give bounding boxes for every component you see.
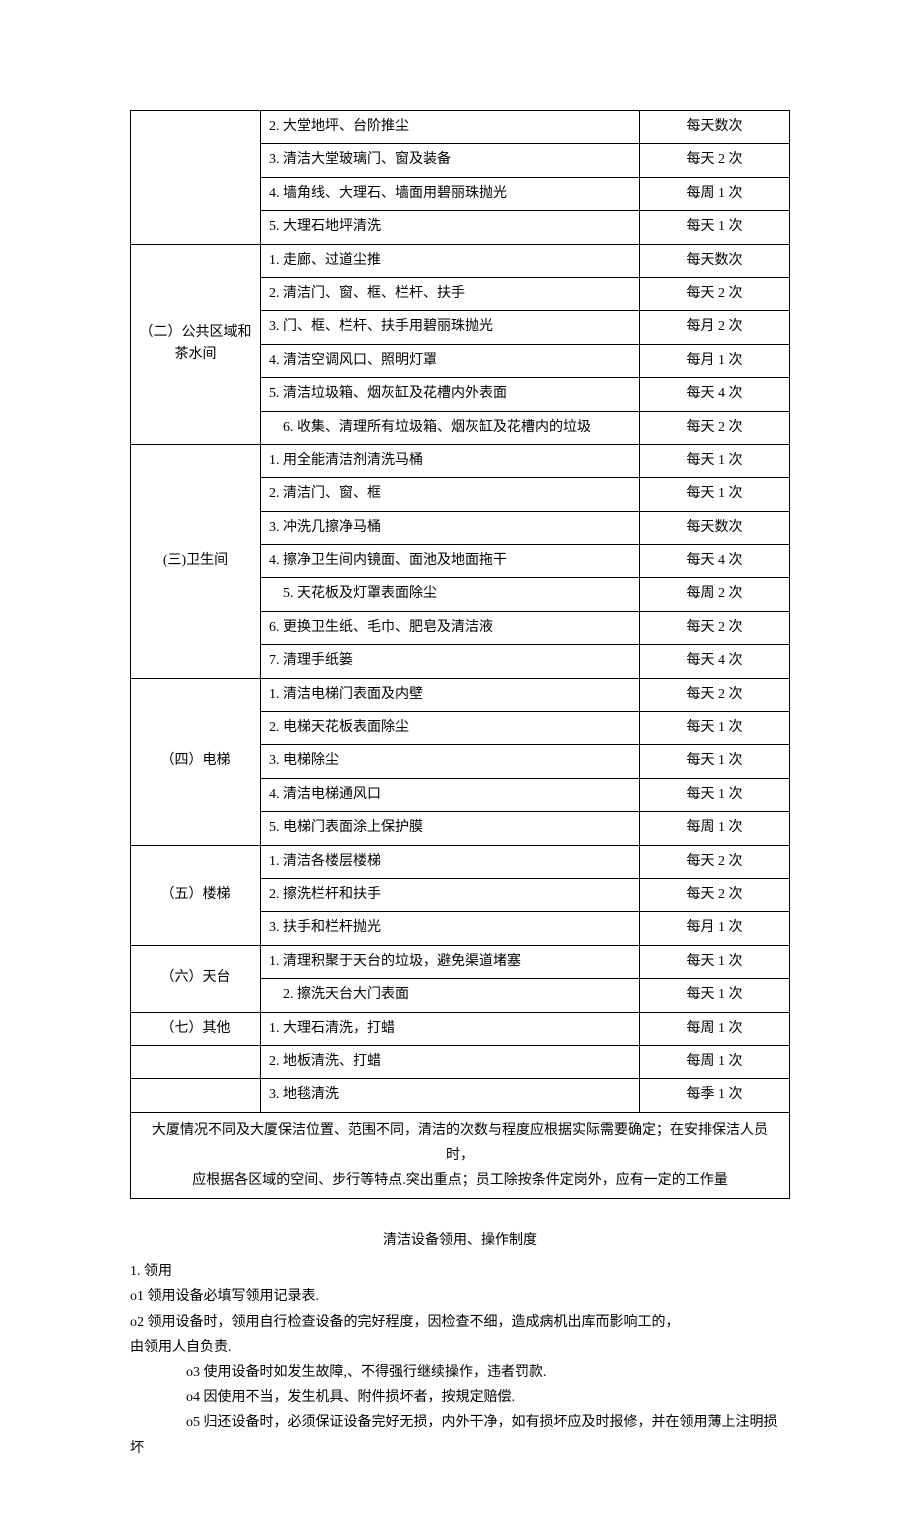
- freq-cell: 每天数次: [640, 111, 790, 144]
- section-label: （四）电梯: [131, 678, 261, 845]
- freq-cell: 每天 1 次: [640, 979, 790, 1012]
- freq-cell: 每天 2 次: [640, 144, 790, 177]
- freq-cell: 每天 2 次: [640, 411, 790, 444]
- table-footer-cell: 大厦情况不同及大厦保洁位置、范围不同，清洁的次数与程度应根据实际需要确定；在安排…: [131, 1112, 790, 1199]
- item-cell: 2. 清洁门、窗、框、栏杆、扶手: [261, 277, 640, 310]
- item-cell: 3. 清洁大堂玻璃门、窗及装备: [261, 144, 640, 177]
- item-cell: 1. 清洁电梯门表面及内壁: [261, 678, 640, 711]
- body-line: o3 使用设备时如发生故障,、不得强行继续操作，违者罚款.: [130, 1360, 790, 1385]
- item-cell: 5. 天花板及灯罩表面除尘: [261, 578, 640, 611]
- table-row: （七）其他1. 大理石清洗，打蜡每周 1 次: [131, 1012, 790, 1045]
- freq-cell: 每天数次: [640, 244, 790, 277]
- freq-cell: 每天 4 次: [640, 378, 790, 411]
- item-cell: 1. 大理石清洗，打蜡: [261, 1012, 640, 1045]
- item-cell: 3. 地毯清洗: [261, 1079, 640, 1112]
- table-row: 2. 地板清洗、打蜡每周 1 次: [131, 1045, 790, 1078]
- section-label: [131, 111, 261, 245]
- freq-cell: 每周 1 次: [640, 1045, 790, 1078]
- freq-cell: 每天数次: [640, 511, 790, 544]
- item-cell: 3. 电梯除尘: [261, 745, 640, 778]
- freq-cell: 每天 2 次: [640, 611, 790, 644]
- section-label: （二）公共区域和茶水间: [131, 244, 261, 444]
- item-cell: 4. 清洁电梯通风口: [261, 778, 640, 811]
- freq-cell: 每天 2 次: [640, 678, 790, 711]
- item-cell: 3. 冲洗几擦净马桶: [261, 511, 640, 544]
- body-line: 1. 领用: [130, 1259, 790, 1284]
- freq-cell: 每天 2 次: [640, 878, 790, 911]
- section-label: [131, 1045, 261, 1078]
- freq-cell: 每天 1 次: [640, 945, 790, 978]
- item-cell: 4. 墙角线、大理石、墙面用碧丽珠抛光: [261, 177, 640, 210]
- item-cell: 1. 清洁各楼层楼梯: [261, 845, 640, 878]
- item-cell: 2. 擦洗天台大门表面: [261, 979, 640, 1012]
- section-label: （七）其他: [131, 1012, 261, 1045]
- freq-cell: 每天 2 次: [640, 845, 790, 878]
- table-row: (三)卫生间1. 用全能清洁剂清洗马桶每天 1 次: [131, 444, 790, 477]
- body-line: 由领用人自负责.: [130, 1335, 790, 1360]
- item-cell: 2. 地板清洗、打蜡: [261, 1045, 640, 1078]
- cleaning-schedule-table: 2. 大堂地坪、台阶推尘每天数次3. 清洁大堂玻璃门、窗及装备每天 2 次4. …: [130, 110, 790, 1199]
- section-label: （六）天台: [131, 945, 261, 1012]
- freq-cell: 每周 1 次: [640, 177, 790, 210]
- table-row: 3. 地毯清洗每季 1 次: [131, 1079, 790, 1112]
- item-cell: 5. 大理石地坪清洗: [261, 211, 640, 244]
- body-line: o4 因使用不当，发生机具、附件损坏者，按規定赔偿.: [130, 1385, 790, 1410]
- freq-cell: 每天 1 次: [640, 444, 790, 477]
- section-label: [131, 1079, 261, 1112]
- freq-cell: 每天 1 次: [640, 745, 790, 778]
- freq-cell: 每天 4 次: [640, 645, 790, 678]
- item-cell: 2. 清洁门、窗、框: [261, 478, 640, 511]
- item-cell: 4. 清洁空调风口、照明灯罩: [261, 344, 640, 377]
- body-text: 1. 领用o1 领用设备必填写领用记录表.o2 领用设备时，领用自行检查设备的完…: [130, 1259, 790, 1461]
- table-row: （二）公共区域和茶水间1. 走廊、过道尘推每天数次: [131, 244, 790, 277]
- freq-cell: 每天 4 次: [640, 545, 790, 578]
- freq-cell: 每天 1 次: [640, 712, 790, 745]
- item-cell: 6. 更换卫生纸、毛巾、肥皂及清洁液: [261, 611, 640, 644]
- freq-cell: 每天 1 次: [640, 478, 790, 511]
- item-cell: 1. 用全能清洁剂清洗马桶: [261, 444, 640, 477]
- item-cell: 3. 门、框、栏杆、扶手用碧丽珠抛光: [261, 311, 640, 344]
- freq-cell: 每季 1 次: [640, 1079, 790, 1112]
- item-cell: 1. 走廊、过道尘推: [261, 244, 640, 277]
- freq-cell: 每月 1 次: [640, 344, 790, 377]
- item-cell: 5. 电梯门表面涂上保护膜: [261, 812, 640, 845]
- table-row: （五）楼梯1. 清洁各楼层楼梯每天 2 次: [131, 845, 790, 878]
- item-cell: 2. 擦洗栏杆和扶手: [261, 878, 640, 911]
- item-cell: 4. 擦净卫生间内镜面、面池及地面拖干: [261, 545, 640, 578]
- item-cell: 1. 清理积聚于天台的垃圾，避免渠道堵塞: [261, 945, 640, 978]
- item-cell: 6. 收集、清理所有垃圾箱、烟灰缸及花槽内的垃圾: [261, 411, 640, 444]
- freq-cell: 每月 2 次: [640, 311, 790, 344]
- body-line: o1 领用设备必填写领用记录表.: [130, 1284, 790, 1309]
- section-title: 清洁设备领用、操作制度: [130, 1229, 790, 1249]
- freq-cell: 每月 1 次: [640, 912, 790, 945]
- table-row: （六）天台1. 清理积聚于天台的垃圾，避免渠道堵塞每天 1 次: [131, 945, 790, 978]
- freq-cell: 每周 1 次: [640, 1012, 790, 1045]
- item-cell: 2. 电梯天花板表面除尘: [261, 712, 640, 745]
- item-cell: 5. 清洁垃圾箱、烟灰缸及花槽内外表面: [261, 378, 640, 411]
- item-cell: 7. 清理手纸篓: [261, 645, 640, 678]
- item-cell: 2. 大堂地坪、台阶推尘: [261, 111, 640, 144]
- table-row: （四）电梯1. 清洁电梯门表面及内壁每天 2 次: [131, 678, 790, 711]
- freq-cell: 每周 2 次: [640, 578, 790, 611]
- body-line: o5 归还设备时，必须保证设备完好无损，内外干净，如有损坏应及时报修，并在领用薄…: [130, 1410, 790, 1460]
- table-row: 2. 大堂地坪、台阶推尘每天数次: [131, 111, 790, 144]
- freq-cell: 每天 2 次: [640, 277, 790, 310]
- section-label: （五）楼梯: [131, 845, 261, 945]
- table-footer-row: 大厦情况不同及大厦保洁位置、范围不同，清洁的次数与程度应根据实际需要确定；在安排…: [131, 1112, 790, 1199]
- freq-cell: 每周 1 次: [640, 812, 790, 845]
- body-line: o2 领用设备时，领用自行检查设备的完好程度，因检查不细，造成病机出库而影响工的…: [130, 1310, 790, 1335]
- section-label: (三)卫生间: [131, 444, 261, 678]
- item-cell: 3. 扶手和栏杆抛光: [261, 912, 640, 945]
- freq-cell: 每天 1 次: [640, 211, 790, 244]
- freq-cell: 每天 1 次: [640, 778, 790, 811]
